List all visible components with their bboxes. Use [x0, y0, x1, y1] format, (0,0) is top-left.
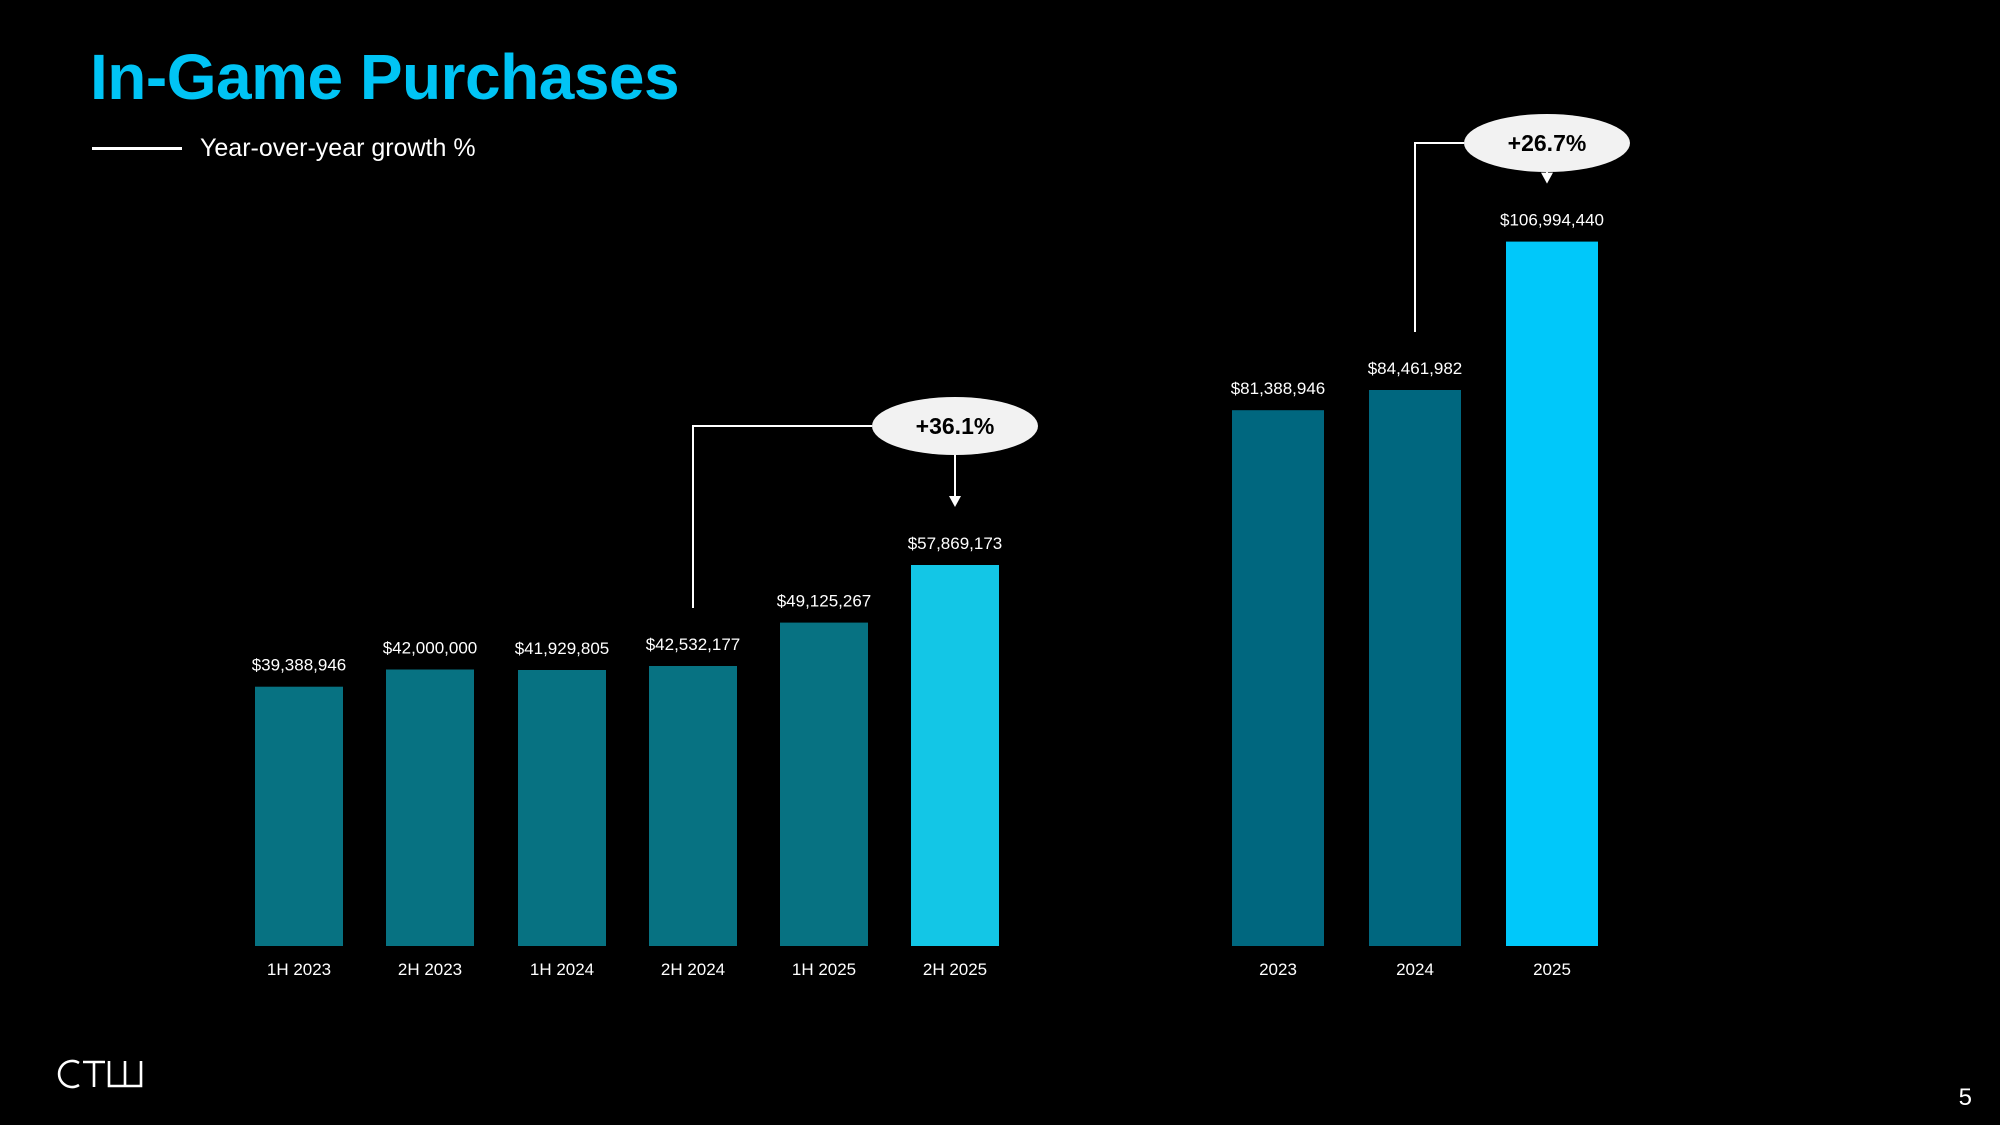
- page-number: 5: [1958, 1084, 1972, 1111]
- slide-title: In-Game Purchases: [90, 41, 680, 113]
- half-year-tick-label-1h-2024: 1H 2024: [530, 960, 594, 979]
- annual-growth-callout-label: +26.7%: [1508, 130, 1587, 156]
- half-year-tick-label-2h-2023: 2H 2023: [398, 960, 462, 979]
- annual-growth-callout: [1464, 114, 1630, 172]
- half-year-bar-1h-2024: [518, 670, 606, 946]
- annual-tick-label-2024: 2024: [1396, 960, 1434, 979]
- annual-tick-label-2023: 2023: [1259, 960, 1297, 979]
- half-year-data-label-2h-2024: $42,532,177: [646, 635, 741, 654]
- annual-tick-label-2025: 2025: [1533, 960, 1571, 979]
- legend-line-swatch: [92, 147, 182, 150]
- legend: Year-over-year growth %: [92, 134, 476, 163]
- half-year-growth-connector: [692, 425, 872, 608]
- annual-data-label-2023: $81,388,946: [1231, 379, 1326, 398]
- half-year-bar-1h-2023: [255, 686, 343, 946]
- half-year-growth-arrowhead: [949, 496, 961, 507]
- half-year-data-label-1h-2023: $39,388,946: [252, 656, 347, 675]
- half-year-tick-label-1h-2025: 1H 2025: [792, 960, 856, 979]
- half-year-tick-label-2h-2024: 2H 2024: [661, 960, 725, 979]
- half-year-data-label-2h-2023: $42,000,000: [383, 639, 478, 658]
- half-year-tick-label-1h-2023: 1H 2023: [267, 960, 331, 979]
- annual-chart: $81,388,946 2023 $84,461,982 2024 $106,994,4…: [1231, 114, 1630, 979]
- half-year-bar-2h-2024: [649, 666, 737, 946]
- ctw-logo: [57, 1059, 143, 1089]
- annual-growth-arrowhead: [1541, 172, 1553, 184]
- half-year-growth-callout-label: +36.1%: [916, 413, 995, 439]
- annual-bar-2025: [1506, 241, 1598, 947]
- annual-bar-2024: [1369, 390, 1461, 946]
- half-year-bar-2h-2025: [911, 565, 999, 946]
- half-year-growth-callout: [872, 397, 1038, 455]
- annual-growth-connector: [1414, 142, 1464, 332]
- half-year-tick-label-2h-2025: 2H 2025: [923, 960, 987, 979]
- half-year-chart: $39,388,946 1H 2023 $42,000,000 2H 2023 $41,…: [252, 397, 1038, 979]
- half-year-data-label-2h-2025: $57,869,173: [908, 534, 1003, 553]
- annual-bar-2023: [1232, 410, 1324, 946]
- annual-data-label-2024: $84,461,982: [1368, 359, 1463, 378]
- half-year-bar-1h-2025: [780, 622, 868, 946]
- half-year-data-label-1h-2025: $49,125,267: [777, 592, 872, 611]
- legend-label: Year-over-year growth %: [200, 134, 476, 162]
- annual-data-label-2025: $106,994,440: [1500, 211, 1604, 230]
- half-year-bar-2h-2023: [386, 669, 474, 946]
- half-year-data-label-1h-2024: $41,929,805: [515, 639, 610, 658]
